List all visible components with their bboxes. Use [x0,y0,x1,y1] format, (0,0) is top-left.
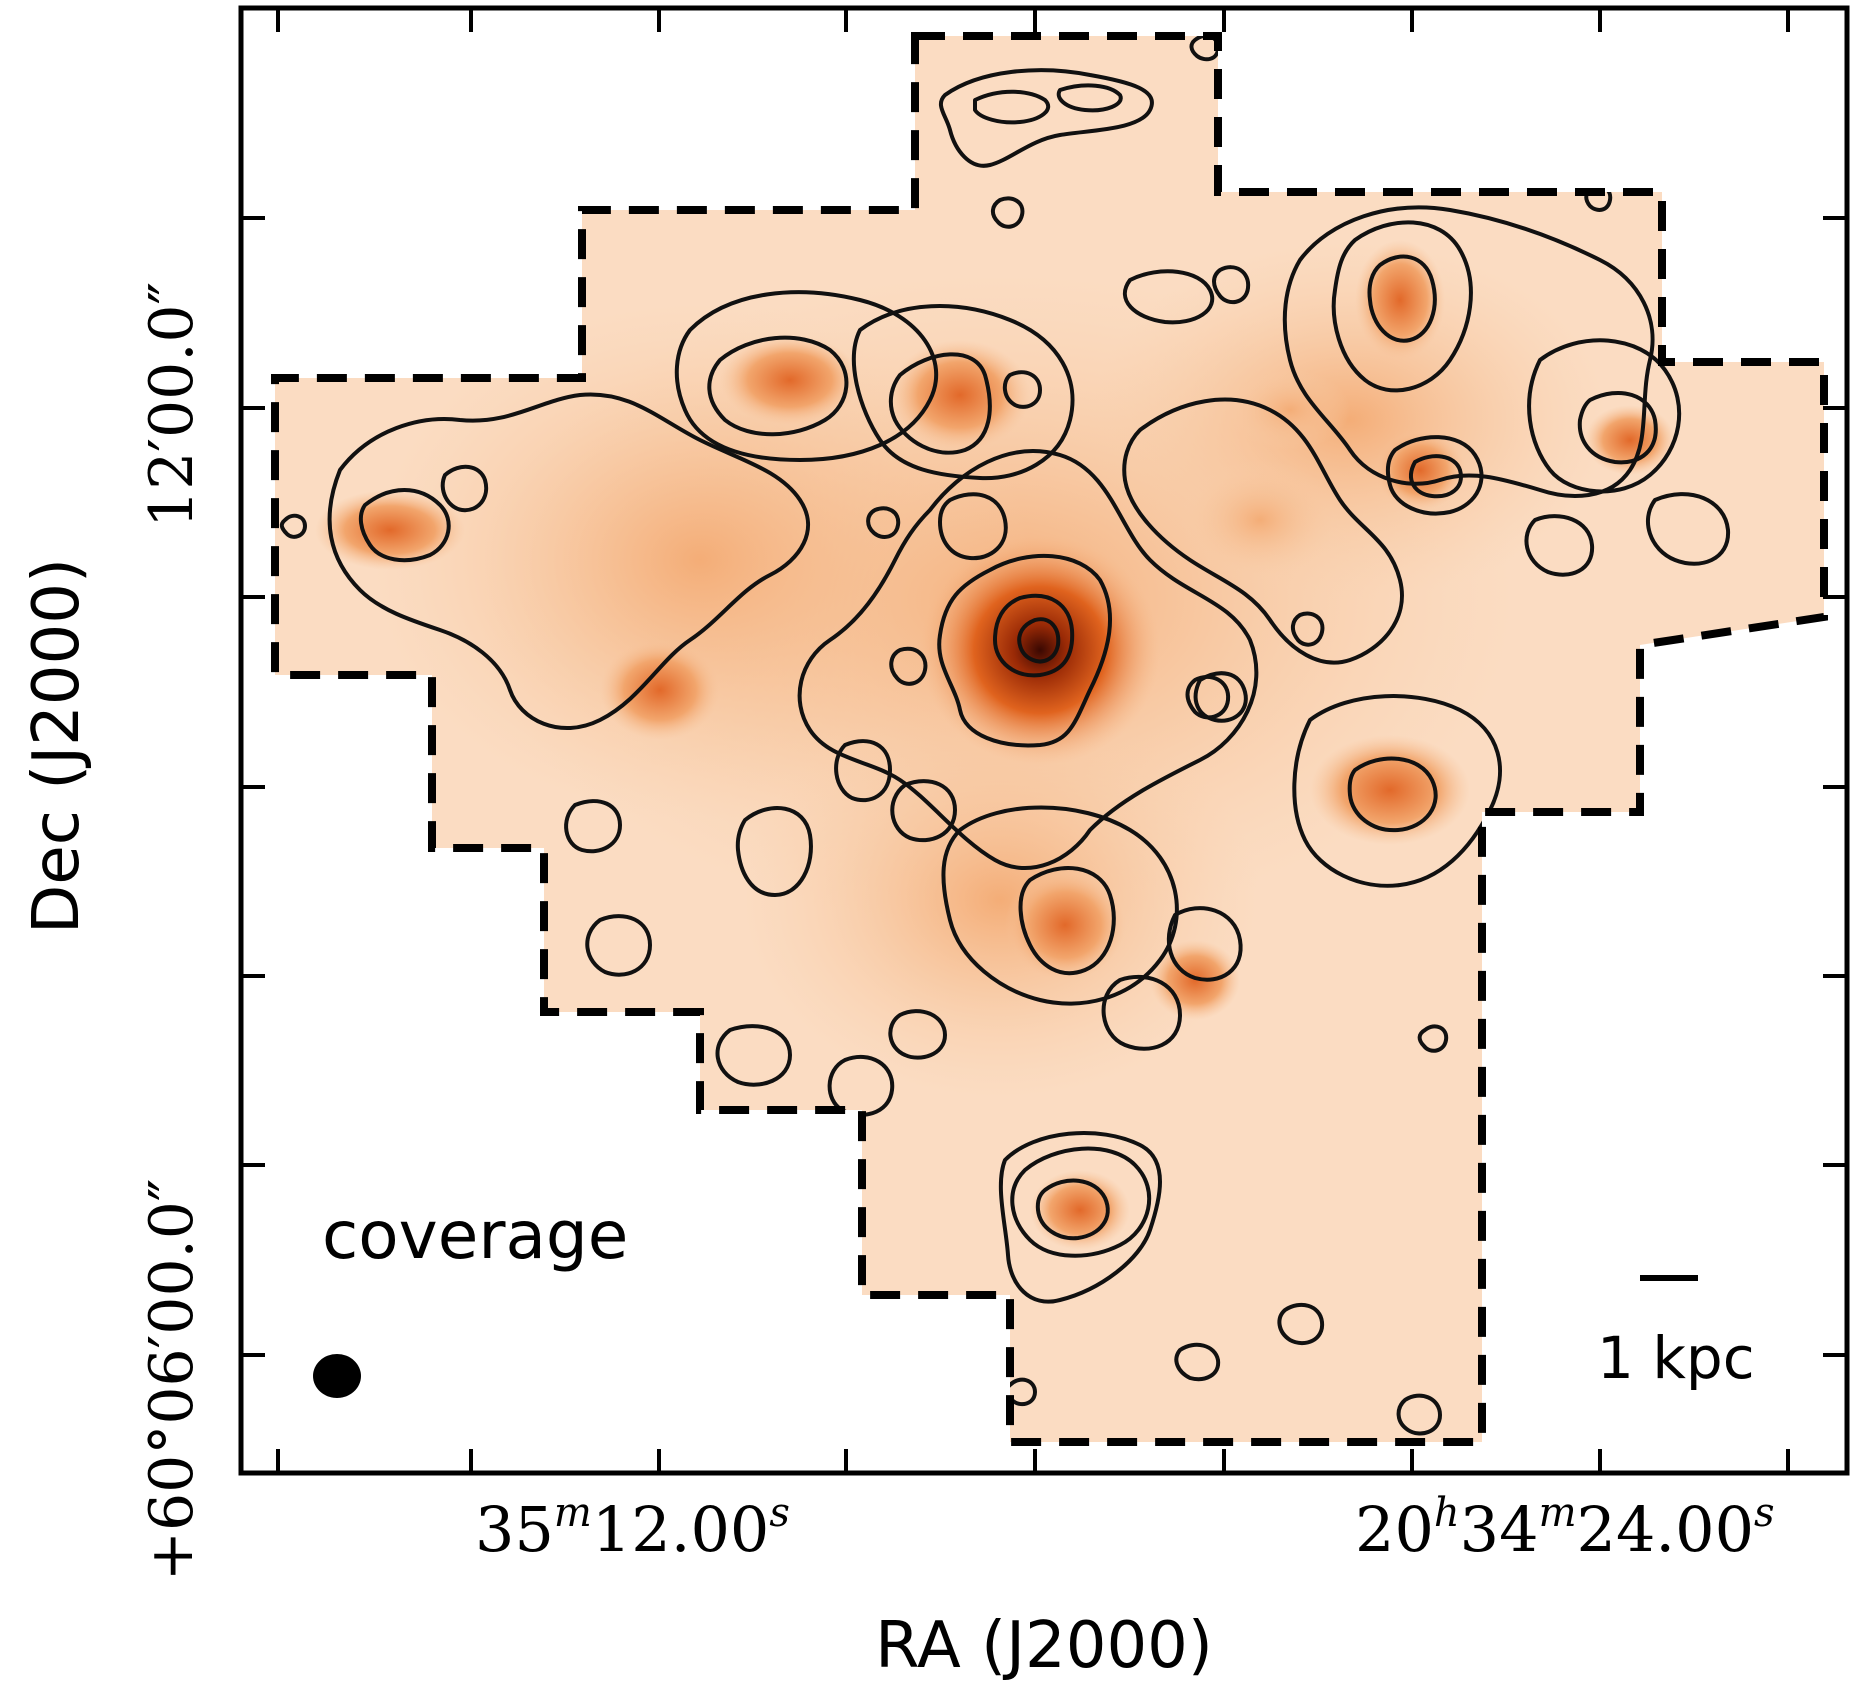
contour-west-arm [327,392,811,730]
contour-south-right2 [1101,974,1182,1051]
contour-small-9 [1212,265,1251,305]
contour-sw-3 [834,739,892,803]
contour-small-6 [889,646,928,686]
contour-south-outer [941,805,1179,1006]
contour-far-east [1577,390,1658,465]
contour-sw-6 [715,1024,792,1087]
x-axis-label: RA (J2000) [875,1609,1213,1683]
contour-core-2 [993,593,1075,678]
contour-ne-inner [1367,254,1437,343]
contour-small-17 [1488,994,1547,1046]
contour-far-east-outer [1527,338,1682,494]
y-tick-label-1: 12′00.0″ [137,282,207,528]
x-tick-label-1: 35m12.00s [475,1490,790,1566]
contour-ne-ring [1385,435,1484,516]
contour-west-inner [358,488,451,563]
contour-ne-outer [1282,205,1655,498]
contour-lines [279,36,1731,1436]
contour-sw-2 [564,799,622,854]
contour-south-lobe-inner [1035,1178,1110,1241]
contour-central-envelope [797,449,1259,870]
contour-sw-8 [888,1009,947,1060]
contour-south-lobe-outer [998,1131,1162,1304]
contour-core-3 [1017,617,1061,664]
contour-sw-4 [890,779,957,843]
contour-small-1 [1174,1342,1221,1381]
contour-small-4 [1002,370,1042,409]
scalebar-label: 1 kpc [1597,1324,1755,1392]
contour-north-top-inner2 [1056,83,1123,113]
x-tick-label-2: 20h34m24.00s [1355,1490,1775,1566]
contour-small-5 [866,506,901,539]
contour-small-7 [1185,674,1231,720]
contour-north-center [851,304,1075,481]
y-axis-label: Dec (J2000) [20,558,94,934]
contour-small-16 [1417,1024,1449,1053]
coverage-boundary [271,32,1828,1446]
beam-marker [313,1354,361,1398]
contour-se-region [1292,694,1502,888]
contour-small-3 [1396,1393,1442,1436]
contour-ne-lobe [1331,220,1473,393]
contour-small-8 [1291,611,1325,647]
contour-south-lobe [1010,1146,1152,1258]
contour-west-hole [440,464,489,513]
contour-hole-center [938,492,1008,561]
contour-east-small2 [1524,514,1595,577]
contour-core-1 [937,553,1112,748]
axes-frame [238,5,1850,1476]
contour-south-right [1166,906,1243,982]
contour-east-hole [1193,671,1248,723]
contour-small-11 [1123,269,1215,325]
contour-sw-5 [585,914,652,977]
contour-north-top-inner [973,89,1051,125]
contour-small-14 [279,513,307,539]
contour-small-10 [991,196,1025,229]
contour-se-inner [1347,756,1438,833]
coverage-label: coverage [322,1197,628,1274]
contour-sw-7 [827,1054,895,1117]
contour-south-center [1018,866,1116,976]
contour-east-small [1645,492,1731,566]
contour-east-band [1122,397,1404,665]
contour-north-top [939,68,1154,168]
contour-nw-blob [707,335,849,437]
contour-triangle [888,352,992,455]
contour-sw-1 [735,806,813,897]
axis-ticks [241,8,1847,1473]
y-tick-label-2: +60°06′00.0″ [137,1179,207,1582]
contour-small-2 [1277,1302,1325,1346]
